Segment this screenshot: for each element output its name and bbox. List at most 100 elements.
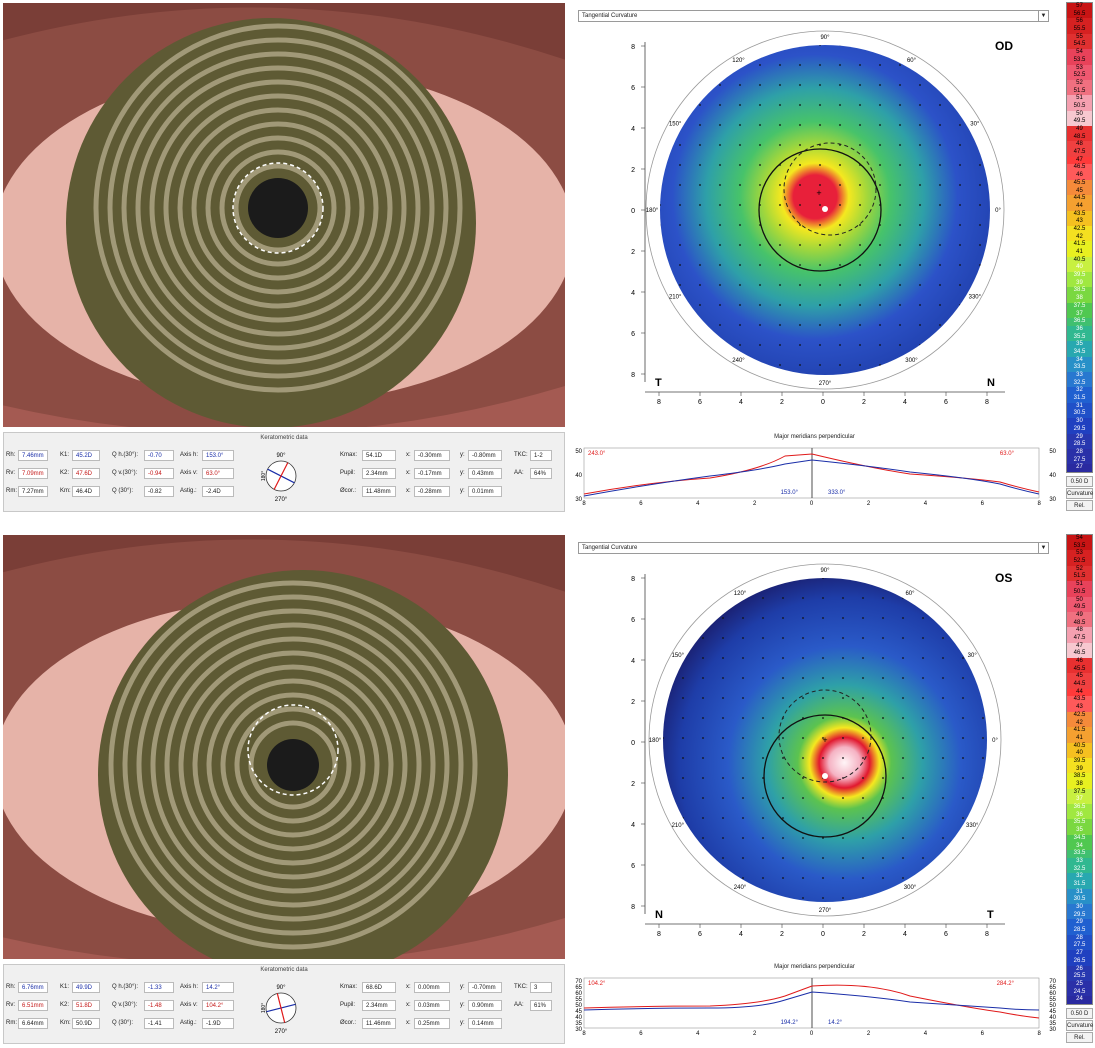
y-tick-label: 4 [631, 126, 635, 133]
meridian-xtick: 8 [582, 1031, 586, 1036]
scale-cell: 53 [1067, 64, 1092, 73]
meridian-ytick-right: 50 [1049, 1003, 1056, 1009]
axish-label: Axis h: [180, 984, 199, 990]
x2-label: x: [406, 470, 411, 476]
rv-label: Rv: [6, 1002, 15, 1008]
scale-cell: 38.5 [1067, 287, 1092, 296]
y2-label: y: [460, 470, 465, 476]
astig-label: Astig.: [180, 488, 197, 494]
meridian-ytick-right: 70 [1049, 979, 1056, 985]
curvature-map-svg: 8 6 4 2 0 2 4 6 8 8 6 4 2 0 2 4 6 8 90° 60° 30° 0° 330° 300° 270… [631, 563, 1012, 938]
step-button[interactable]: 0.50 D [1066, 1007, 1093, 1019]
q-label: Q (30°): [112, 488, 134, 494]
scale-cell: 35.5 [1067, 333, 1092, 342]
scale-cell: 32.5 [1067, 865, 1092, 874]
scale-cell: 34.5 [1067, 348, 1092, 357]
scale-cell: 45 [1067, 187, 1092, 196]
meridian-title: Major meridians perpendicular [774, 434, 855, 440]
scale-cell: 51 [1067, 581, 1092, 589]
keratometric-data-panel: Keratometric data Rh: 6.76mm Rv: 6.51mm Rm: 6… [3, 964, 565, 1044]
kmax-value: 68.6D [362, 982, 396, 993]
meridian-ytick-right: 30 [1049, 497, 1056, 503]
qv-value: -0.94 [144, 468, 174, 479]
color-scale: 54 53.5 53 52.5 52 51.5 51 50.5 50 49.5 49 48.5 48 47… [1066, 534, 1093, 1005]
scale-cell: 46.5 [1067, 164, 1092, 173]
map-type-button[interactable]: Curvature [1066, 487, 1093, 499]
x1-value: 0.00mm [414, 982, 450, 993]
scale-cell: 47.5 [1067, 149, 1092, 157]
meridian-xtick: 2 [867, 1031, 871, 1036]
meridian-xtick: 8 [582, 501, 586, 506]
pupil-label: Pupil: [340, 470, 356, 476]
map-type-dropdown[interactable]: Tangential Curvature ▼ [578, 542, 1049, 554]
apex-marker [822, 773, 828, 779]
meridian-right-angle: 284.2° [997, 981, 1015, 987]
scale-cell: 50.5 [1067, 102, 1092, 111]
meridian-ytick-right: 35 [1049, 1021, 1056, 1027]
degree-label: 30° [970, 122, 980, 128]
x2-value: 0.03mm [414, 1000, 450, 1011]
k1-value: 45.2D [72, 450, 100, 461]
scale-cell: 29 [1067, 919, 1092, 928]
y-tick-label: 2 [631, 167, 635, 174]
scale-cell: 51.5 [1067, 87, 1092, 96]
meridian-left-angle: 104.2° [588, 981, 606, 987]
scale-cell: 36.5 [1067, 318, 1092, 326]
os-panel: Keratometric data Rh: 6.76mm Rv: 6.51mm Rm: 6… [0, 532, 1095, 1048]
degree-label: 240° [732, 358, 745, 364]
meridian-ytick-right: 40 [1049, 1015, 1056, 1021]
relative-button[interactable]: Rel. [1066, 1031, 1093, 1043]
scale-cell: 31 [1067, 888, 1092, 897]
degree-label: 60° [907, 58, 917, 64]
degree-label: 240° [734, 885, 747, 891]
map-type-button[interactable]: Curvature [1066, 1019, 1093, 1031]
scale-cell: 29.5 [1067, 911, 1092, 920]
x-tick-label: 6 [698, 931, 702, 938]
scale-cell: 36 [1067, 325, 1092, 334]
scale-cell: 43.5 [1067, 696, 1092, 705]
k1-value: 49.9D [72, 982, 100, 993]
meridian-center-left: 153.0° [781, 490, 799, 496]
astig-value: -1.9D [202, 1018, 234, 1029]
x2-label: x: [406, 1002, 411, 1008]
y3-label: y: [460, 488, 465, 494]
qh-value: -0.70 [144, 450, 174, 461]
qh-label: Q h.(30°): [112, 452, 139, 458]
x-tick-label: 2 [862, 931, 866, 938]
x-tick-label: 6 [944, 399, 948, 406]
od-panel: Keratometric data Rh: 7.46mm Rv: 7.09mm Rm: 7… [0, 0, 1095, 520]
scale-cell: 28 [1067, 448, 1092, 457]
kmax-value: 54.1D [362, 450, 396, 461]
scale-cell: 32 [1067, 387, 1092, 396]
y-tick-label: 6 [631, 863, 635, 870]
y-tick-label: 8 [631, 372, 635, 379]
k2-value: 51.8D [72, 1000, 100, 1011]
scale-cell: 52 [1067, 565, 1092, 574]
astigmatism-axis-diagram: 90° 270° 180° [256, 445, 306, 507]
scale-cell: 55 [1067, 33, 1092, 42]
left-corner-label: T [655, 377, 662, 389]
chevron-down-icon[interactable]: ▼ [1038, 543, 1048, 553]
scale-cell: 26 [1067, 965, 1092, 974]
cornea-circle [758, 148, 882, 272]
step-button[interactable]: 0.50 D [1066, 475, 1093, 487]
axish-value: 153.0° [202, 450, 234, 461]
topography-map: 8 6 4 2 0 2 4 6 8 8 6 4 2 0 2 4 6 8 90° 60° 30° 0° 330° 300° 270… [575, 24, 1055, 416]
ocor-value: 11.48mm [362, 486, 396, 497]
map-axes: 8 6 4 2 0 2 4 6 8 8 6 4 2 0 2 4 6 8 [631, 42, 1005, 406]
scale-cell: 48.5 [1067, 133, 1092, 142]
rh-value: 6.76mm [18, 982, 48, 993]
relative-button[interactable]: Rel. [1066, 499, 1093, 511]
chevron-down-icon[interactable]: ▼ [1038, 11, 1048, 21]
qv-label: Q v.(30°): [112, 470, 138, 476]
pupil-circle [778, 689, 872, 783]
meridian-xtick: 8 [1038, 1031, 1042, 1036]
rm-value: 6.64mm [18, 1018, 48, 1029]
map-type-dropdown[interactable]: Tangential Curvature ▼ [578, 10, 1049, 22]
scale-cell: 54 [1067, 535, 1092, 543]
meridian-xtick: 6 [981, 501, 985, 506]
scale-cell: 31.5 [1067, 880, 1092, 889]
meridian-right-angle: 63.0° [1000, 451, 1015, 457]
kmax-label: Kmax: [340, 452, 358, 458]
meridian-center-right: 14.2° [828, 1020, 843, 1026]
